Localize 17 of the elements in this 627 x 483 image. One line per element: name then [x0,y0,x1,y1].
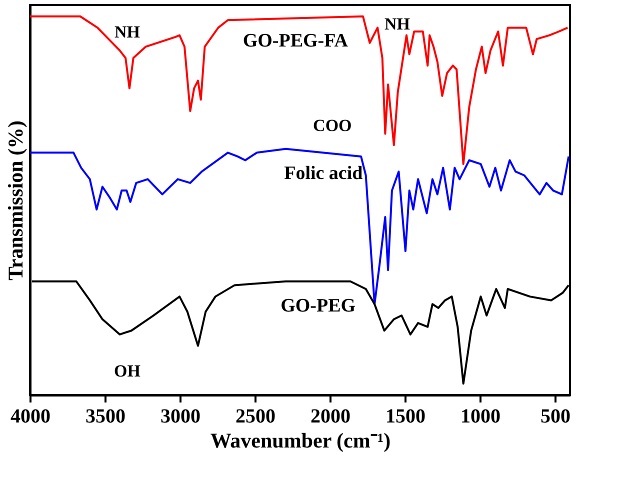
x-tick-label: 2000 [310,406,350,428]
series-label: GO-PEG [280,295,356,316]
annotation: NH [114,22,140,42]
annotation: NH [384,14,410,34]
x-tick-label: 1500 [386,406,426,428]
annotation: COO [313,116,352,135]
x-tick-label: 3000 [160,406,200,428]
annotation: OH [114,362,140,381]
x-tick-label: 4000 [10,406,50,428]
series-label: Folic acid [284,162,364,184]
x-tick-label: 2500 [236,406,276,428]
x-tick-label: 3500 [86,406,126,428]
x-tick-label: 500 [540,406,570,428]
x-tick-label: 1000 [460,406,500,428]
y-axis-title: Transmission (%) [4,120,28,281]
x-axis-title: Wavenumber (cm⁻¹) [210,428,391,452]
series-label: GO-PEG-FA [242,30,348,52]
